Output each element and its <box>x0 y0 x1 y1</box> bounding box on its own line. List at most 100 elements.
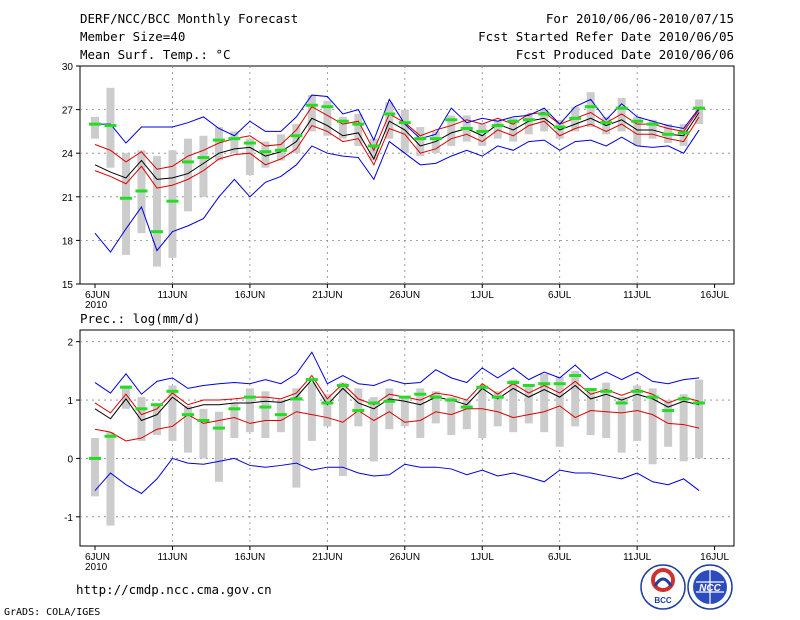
precip-panel-title: Prec.: log(mm/d) <box>80 311 201 326</box>
temp-observed-marker <box>212 138 225 142</box>
precip-spread-box <box>648 388 657 465</box>
temp-spread-box <box>183 138 192 212</box>
precip-observed-marker <box>290 397 303 401</box>
precip-observed-marker <box>274 413 287 417</box>
temp-observed-marker <box>491 124 504 128</box>
precip-spread-box <box>524 385 533 424</box>
precip-ytick-label: 0 <box>67 454 73 465</box>
temp-xtick-label: 21JUN <box>312 290 343 301</box>
temp-observed-marker <box>197 156 210 160</box>
precip-spread-box <box>214 411 223 482</box>
temp-spread-box <box>400 109 409 154</box>
precip-observed-marker <box>243 395 256 399</box>
temp-observed-marker <box>615 106 628 110</box>
precip-observed-marker <box>600 389 613 393</box>
precip-spread-box <box>168 385 177 441</box>
precip-observed-marker <box>693 401 706 405</box>
temp-observed-marker <box>429 137 442 141</box>
temp-spread-box <box>555 119 564 139</box>
variable-label: Mean Surf. Temp.: °C <box>80 47 231 62</box>
temp-spread-box <box>292 124 301 154</box>
temp-line-spread_low <box>94 116 700 189</box>
temp-observed-marker <box>135 189 148 193</box>
precip-observed-marker <box>491 395 504 399</box>
temp-observed-marker <box>569 116 582 120</box>
temp-line-min <box>95 94 700 144</box>
precip-xtick-label: 11JUL <box>623 552 652 563</box>
precip-xtick-label: 21JUN <box>312 552 343 563</box>
temp-ytick-label: 27 <box>62 106 74 117</box>
precip-observed-marker <box>383 399 396 403</box>
precip-observed-marker <box>352 409 365 413</box>
precip-spread-box <box>586 388 595 436</box>
precip-spread-box <box>540 373 549 433</box>
temp-xtick-label: 11JUL <box>623 290 652 301</box>
temp-spread-box <box>416 127 425 157</box>
precip-observed-marker <box>305 378 318 382</box>
precip-ytick-label: 1 <box>67 396 73 407</box>
temp-observed-marker <box>352 122 365 126</box>
precip-observed-marker <box>336 383 349 387</box>
precip-line-spread_low <box>94 405 700 442</box>
temp-spread-box <box>540 109 549 132</box>
temp-observed-marker <box>476 129 489 133</box>
temp-observed-marker <box>445 118 458 122</box>
temp-observed-marker <box>522 118 535 122</box>
precip-spread-box <box>121 385 130 409</box>
precip-observed-marker <box>615 401 628 405</box>
precip-observed-marker <box>631 389 644 393</box>
temp-observed-marker <box>321 105 334 109</box>
precip-observed-marker <box>445 398 458 402</box>
precip-observed-marker <box>259 405 272 409</box>
temp-observed-marker <box>274 148 287 152</box>
temp-spread-box <box>617 97 626 132</box>
precip-observed-marker <box>507 381 520 385</box>
temp-spread-box <box>199 135 208 197</box>
produced-date: Fcst Produced Date 2010/06/06 <box>515 47 734 62</box>
precip-observed-marker <box>662 409 675 413</box>
precip-spread-box <box>695 379 704 459</box>
temp-observed-marker <box>414 137 427 141</box>
temp-observed-marker <box>290 134 303 138</box>
precip-line-max <box>94 457 700 495</box>
temp-spread-box <box>91 116 99 139</box>
temp-xtick-label: 16JUN <box>235 290 266 301</box>
temp-observed-marker <box>538 112 551 116</box>
precip-spread-box <box>338 382 347 476</box>
website-url[interactable]: http://cmdp.ncc.cma.gov.cn <box>76 582 272 597</box>
temp-spread-box <box>106 87 115 168</box>
precip-spread-box <box>152 405 161 436</box>
temp-spread-box <box>261 141 270 168</box>
temp-observed-marker <box>181 160 194 164</box>
grads-credit: GrADS: COLA/IGES <box>4 607 101 618</box>
temp-line-mean <box>94 112 700 180</box>
precip-observed-marker <box>398 395 411 399</box>
temp-ytick-label: 30 <box>62 62 74 73</box>
temp-spread-box <box>431 131 440 154</box>
precip-spread-box <box>137 397 146 441</box>
precip-spread-box <box>447 397 456 436</box>
temp-observed-marker <box>228 137 241 141</box>
temp-line-spread_high <box>94 106 700 170</box>
precip-line-mean <box>94 378 700 422</box>
precip-observed-marker <box>181 413 194 417</box>
precip-observed-marker <box>212 426 225 430</box>
precip-observed-marker <box>197 418 210 422</box>
temp-observed-marker <box>693 106 706 110</box>
precip-xtick-label: 6JUN <box>85 552 110 563</box>
temp-ytick-label: 15 <box>62 280 74 291</box>
temp-ytick-label: 24 <box>62 149 74 160</box>
precip-observed-marker <box>414 392 427 396</box>
precip-observed-marker <box>135 407 148 411</box>
temp-spread-box <box>586 92 595 128</box>
temp-spread-box <box>648 119 657 139</box>
precip-observed-marker <box>367 401 380 405</box>
temp-observed-marker <box>243 141 256 145</box>
temp-xtick-label: 6JUN <box>85 290 110 301</box>
temp-observed-marker <box>259 150 272 154</box>
precip-observed-marker <box>584 388 597 392</box>
precip-observed-marker <box>553 382 566 386</box>
temp-spread-box <box>338 116 347 139</box>
temp-observed-marker <box>383 112 396 116</box>
